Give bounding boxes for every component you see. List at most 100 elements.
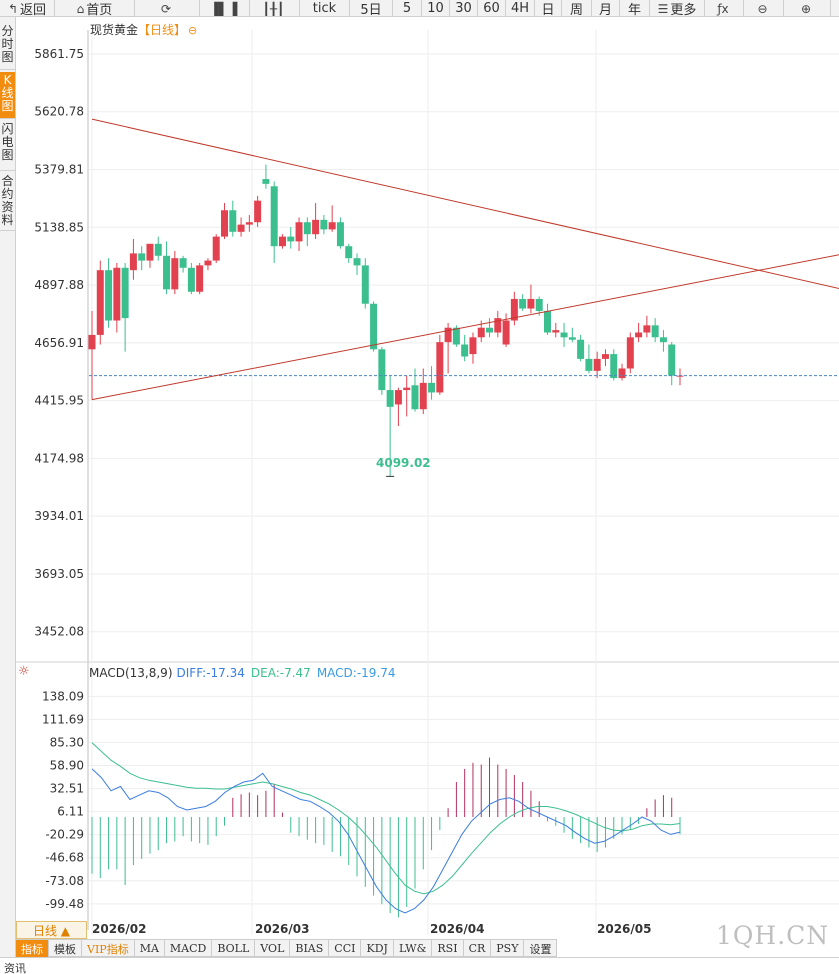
- macd-tick-label: 32.51: [50, 782, 84, 796]
- candle-body: [278, 236, 286, 247]
- zoom-in-icon: ⊕: [800, 1, 812, 16]
- candle-body: [229, 210, 237, 232]
- zoom-in-button[interactable]: ⊕: [784, 0, 831, 17]
- period-5day-button[interactable]: 5日: [350, 0, 393, 17]
- zoom-out-button[interactable]: ⊖: [744, 0, 784, 17]
- indicator-tab[interactable]: MACD: [165, 940, 213, 957]
- macd-tick-label: 85.30: [50, 735, 84, 749]
- candle-body: [519, 298, 527, 309]
- candle-body: [204, 260, 212, 266]
- indicator-tab[interactable]: 设置: [524, 940, 558, 957]
- home-icon: ⌂: [76, 1, 85, 16]
- candle-body: [336, 222, 344, 247]
- info-tab[interactable]: 资讯: [4, 962, 26, 974]
- tick-button[interactable]: tick: [300, 0, 350, 17]
- bottom-strip: [0, 957, 839, 974]
- candle-body: [237, 224, 245, 232]
- indicator-tab[interactable]: KDJ: [361, 940, 394, 957]
- side-tab[interactable]: 分时图: [0, 23, 15, 70]
- period-60min-button[interactable]: 60: [478, 0, 506, 17]
- candle-body: [668, 344, 676, 376]
- period-month-button[interactable]: 月: [592, 0, 620, 17]
- dea-line: [91, 742, 681, 895]
- candle-body: [254, 200, 262, 223]
- indicator-tab[interactable]: LW&: [394, 940, 433, 957]
- date-label: 2026/05: [597, 922, 652, 936]
- candle-body: [212, 236, 220, 261]
- indicator-tab[interactable]: 指标: [16, 940, 49, 957]
- period-day-button[interactable]: 日: [535, 0, 562, 17]
- candle-body: [444, 327, 452, 343]
- candle-body: [96, 270, 104, 335]
- candle-body: [411, 385, 419, 410]
- candle-body: [113, 267, 121, 321]
- toolbar-label: 60: [483, 1, 500, 16]
- period-week-button[interactable]: 周: [562, 0, 592, 17]
- settings-circle-icon[interactable]: ⊖: [188, 24, 198, 37]
- candle-body: [626, 337, 634, 369]
- candle-body: [618, 368, 626, 379]
- indicator-tab[interactable]: 模板: [49, 940, 82, 957]
- toolbar-label: 年: [627, 3, 641, 17]
- toolbar-label: 4H: [510, 1, 530, 16]
- candle-body: [105, 270, 113, 321]
- price-tick-label: 5138.85: [34, 220, 84, 234]
- candle-body: [436, 342, 444, 393]
- toolbar-label: 更多: [670, 3, 697, 17]
- indicator-tab[interactable]: CR: [464, 940, 492, 957]
- trendline: [91, 118, 839, 289]
- macd-tick-label: -20.29: [45, 828, 84, 842]
- period-select[interactable]: 日线 ▲: [16, 921, 87, 939]
- toolbar-label: 返回: [20, 3, 47, 17]
- candle-body: [568, 337, 576, 340]
- period-30min-button[interactable]: 30: [450, 0, 478, 17]
- candle-body: [659, 337, 667, 343]
- candlestick-icon: ┃╂┃: [262, 1, 285, 16]
- indicator-tab[interactable]: PSY: [491, 940, 525, 957]
- candle-body: [361, 265, 369, 304]
- toolbar-label: 日: [541, 3, 555, 17]
- indicator-tab[interactable]: BOLL: [212, 940, 256, 957]
- period-label: 【日线】: [138, 23, 187, 37]
- candlestick-button[interactable]: ┃╂┃: [250, 0, 300, 17]
- more-button[interactable]: ☰ 更多: [650, 0, 705, 17]
- candle-body: [270, 186, 278, 247]
- trendline: [91, 254, 839, 401]
- home-button[interactable]: ⌂ 首页: [55, 0, 135, 17]
- indicator-tab[interactable]: BIAS: [290, 940, 330, 957]
- indicator-tab[interactable]: VOL: [255, 940, 291, 957]
- indicator-tab[interactable]: CCI: [329, 940, 362, 957]
- formula-button[interactable]: ƒx: [705, 0, 744, 17]
- toolbar-label: 10: [427, 1, 444, 16]
- candle-body: [577, 339, 585, 359]
- period-4h-button[interactable]: 4H: [506, 0, 535, 17]
- side-tab[interactable]: 闪电图: [0, 121, 15, 171]
- price-tick-label: 3934.01: [34, 509, 84, 523]
- candle-body: [428, 382, 436, 393]
- candle-body: [328, 222, 336, 230]
- toolbar-label: 5日: [360, 3, 382, 17]
- candle-body: [419, 382, 427, 410]
- refresh-button[interactable]: ⟳: [135, 0, 200, 17]
- macd-tick-label: 58.90: [50, 759, 84, 773]
- indicator-tabs: 指标 模板 VIP指标 MA MACD BOLL VOL BIAS CCI KDJ LW& RSI CR…: [16, 939, 558, 957]
- period-year-button[interactable]: 年: [620, 0, 650, 17]
- period-5min-button[interactable]: 5: [393, 0, 422, 17]
- side-tab[interactable]: 合约资料: [0, 173, 15, 231]
- indicator-tab[interactable]: RSI: [432, 940, 464, 957]
- indicator-tab[interactable]: VIP指标: [82, 940, 135, 957]
- bar-chart-button[interactable]: ▐▌▐: [200, 0, 250, 17]
- indicator-tab[interactable]: MA: [135, 940, 165, 957]
- dea-value: DEA:-7.47: [250, 666, 311, 680]
- period-10min-button[interactable]: 10: [422, 0, 450, 17]
- price-tick-label: 4656.91: [34, 336, 84, 350]
- toolbar-label: 5: [402, 1, 412, 16]
- candle-body: [635, 332, 643, 338]
- price-tick-label: 5861.75: [34, 47, 84, 61]
- indicator-settings-icon[interactable]: ☼: [18, 664, 30, 679]
- candle-body: [245, 222, 253, 225]
- back-button[interactable]: ↰ 返回: [0, 0, 55, 17]
